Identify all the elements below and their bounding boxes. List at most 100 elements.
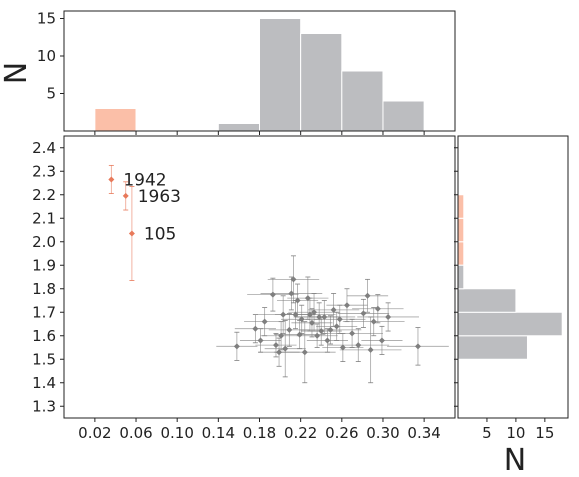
point-marker [339,344,346,351]
x-tick-label: 0.34 [407,424,440,442]
scatter-point [346,278,389,313]
point-marker [360,310,367,317]
scatter-point [337,298,390,328]
top-y-tick-label: 5 [46,85,56,103]
scatter-point [322,332,364,363]
point-marker [282,345,289,352]
scatter-point [267,255,320,304]
scatter-point [321,318,383,348]
scatter-point [244,307,286,337]
right-x-tick-label: 10 [506,424,525,442]
y-tick-label: 1.7 [32,303,56,321]
scatter-point [234,314,276,344]
y-tick-label: 1.8 [32,280,56,298]
point-marker [257,337,264,344]
point-marker [108,176,115,183]
y-tick-label: 2.3 [32,162,56,180]
point-annotation: 1942 [123,170,166,190]
point-marker [336,316,343,323]
scatter-point [273,321,336,384]
right-histogram-bar [457,217,465,243]
scatter-point [288,293,340,332]
point-marker [385,313,392,320]
point-marker [414,343,421,350]
point-marker [370,318,377,325]
top-histogram-bar [259,18,302,132]
right-histogram-panel: 5 10 15 N [454,135,569,477]
top-histogram-bar [382,100,425,132]
scatter-point [216,331,258,361]
point-marker [374,305,381,312]
scatter-point [357,302,419,332]
point-annotation: 1963 [138,187,181,207]
point-marker [272,342,279,349]
point-marker [364,292,371,299]
point-marker [355,342,362,349]
y-tick-label: 1.5 [32,350,56,368]
x-tick-label: 0.30 [366,424,399,442]
point-marker [128,230,135,237]
point-marker [367,346,374,353]
point-marker [378,337,385,344]
y-tick-label: 2.1 [32,209,56,227]
point-marker [314,332,321,339]
point-marker [288,290,295,297]
scatter-point [327,328,390,363]
right-histogram-bar [457,264,465,290]
scatter-point [316,311,358,341]
scatter-point [342,307,405,337]
scatter-point [299,315,362,345]
right-x-tick-label: 5 [482,424,492,442]
scatter-point [255,332,297,358]
point-marker [311,309,318,316]
right-x-tick-label: 15 [535,424,554,442]
highlighted-point [122,181,129,211]
right-panel-frame [457,135,569,419]
point-marker [269,291,276,298]
scatter-point [339,316,402,384]
point-marker [333,323,340,330]
highlighted-point [108,164,115,194]
point-marker [122,192,129,199]
point-marker [306,311,313,318]
scatter-point [281,304,323,334]
scatter-point [306,328,348,353]
x-tick-label: 0.18 [243,424,276,442]
scatter-point [291,308,333,338]
y-tick-label: 2.2 [32,186,56,204]
point-marker [294,297,301,304]
scatter-point [284,297,336,332]
point-annotation: 105 [144,225,176,245]
x-tick-label: 0.22 [284,424,317,442]
x-tick-label: 0.14 [202,424,235,442]
right-histogram-bar [457,194,465,219]
point-marker [301,349,308,356]
top-histogram-bar [94,108,137,132]
scatter-point [361,325,403,355]
right-histogram-bar [457,288,517,313]
point-marker [321,313,328,320]
point-marker [233,343,240,350]
y-tick-label: 2.0 [32,233,56,251]
right-histogram-bar [457,241,465,266]
x-tick-label: 0.06 [119,424,152,442]
scatter-point [300,316,342,346]
point-marker [286,326,293,333]
point-marker [290,276,297,283]
point-marker [327,326,334,333]
point-marker [261,318,268,325]
top-histogram-bar [217,123,260,132]
y-tick-label: 1.9 [32,256,56,274]
x-tick-label: 0.26 [325,424,358,442]
point-marker [349,330,356,337]
top-y-tick-label: 10 [37,47,56,65]
top-histogram-bar [341,70,384,132]
x-tick-label: 0.10 [160,424,193,442]
highlighted-point [128,186,135,281]
scatter-point [239,328,282,353]
top-histogram-panel: 5 10 15 N [0,10,456,135]
point-marker [324,337,331,344]
y-tick-label: 1.6 [32,327,56,345]
